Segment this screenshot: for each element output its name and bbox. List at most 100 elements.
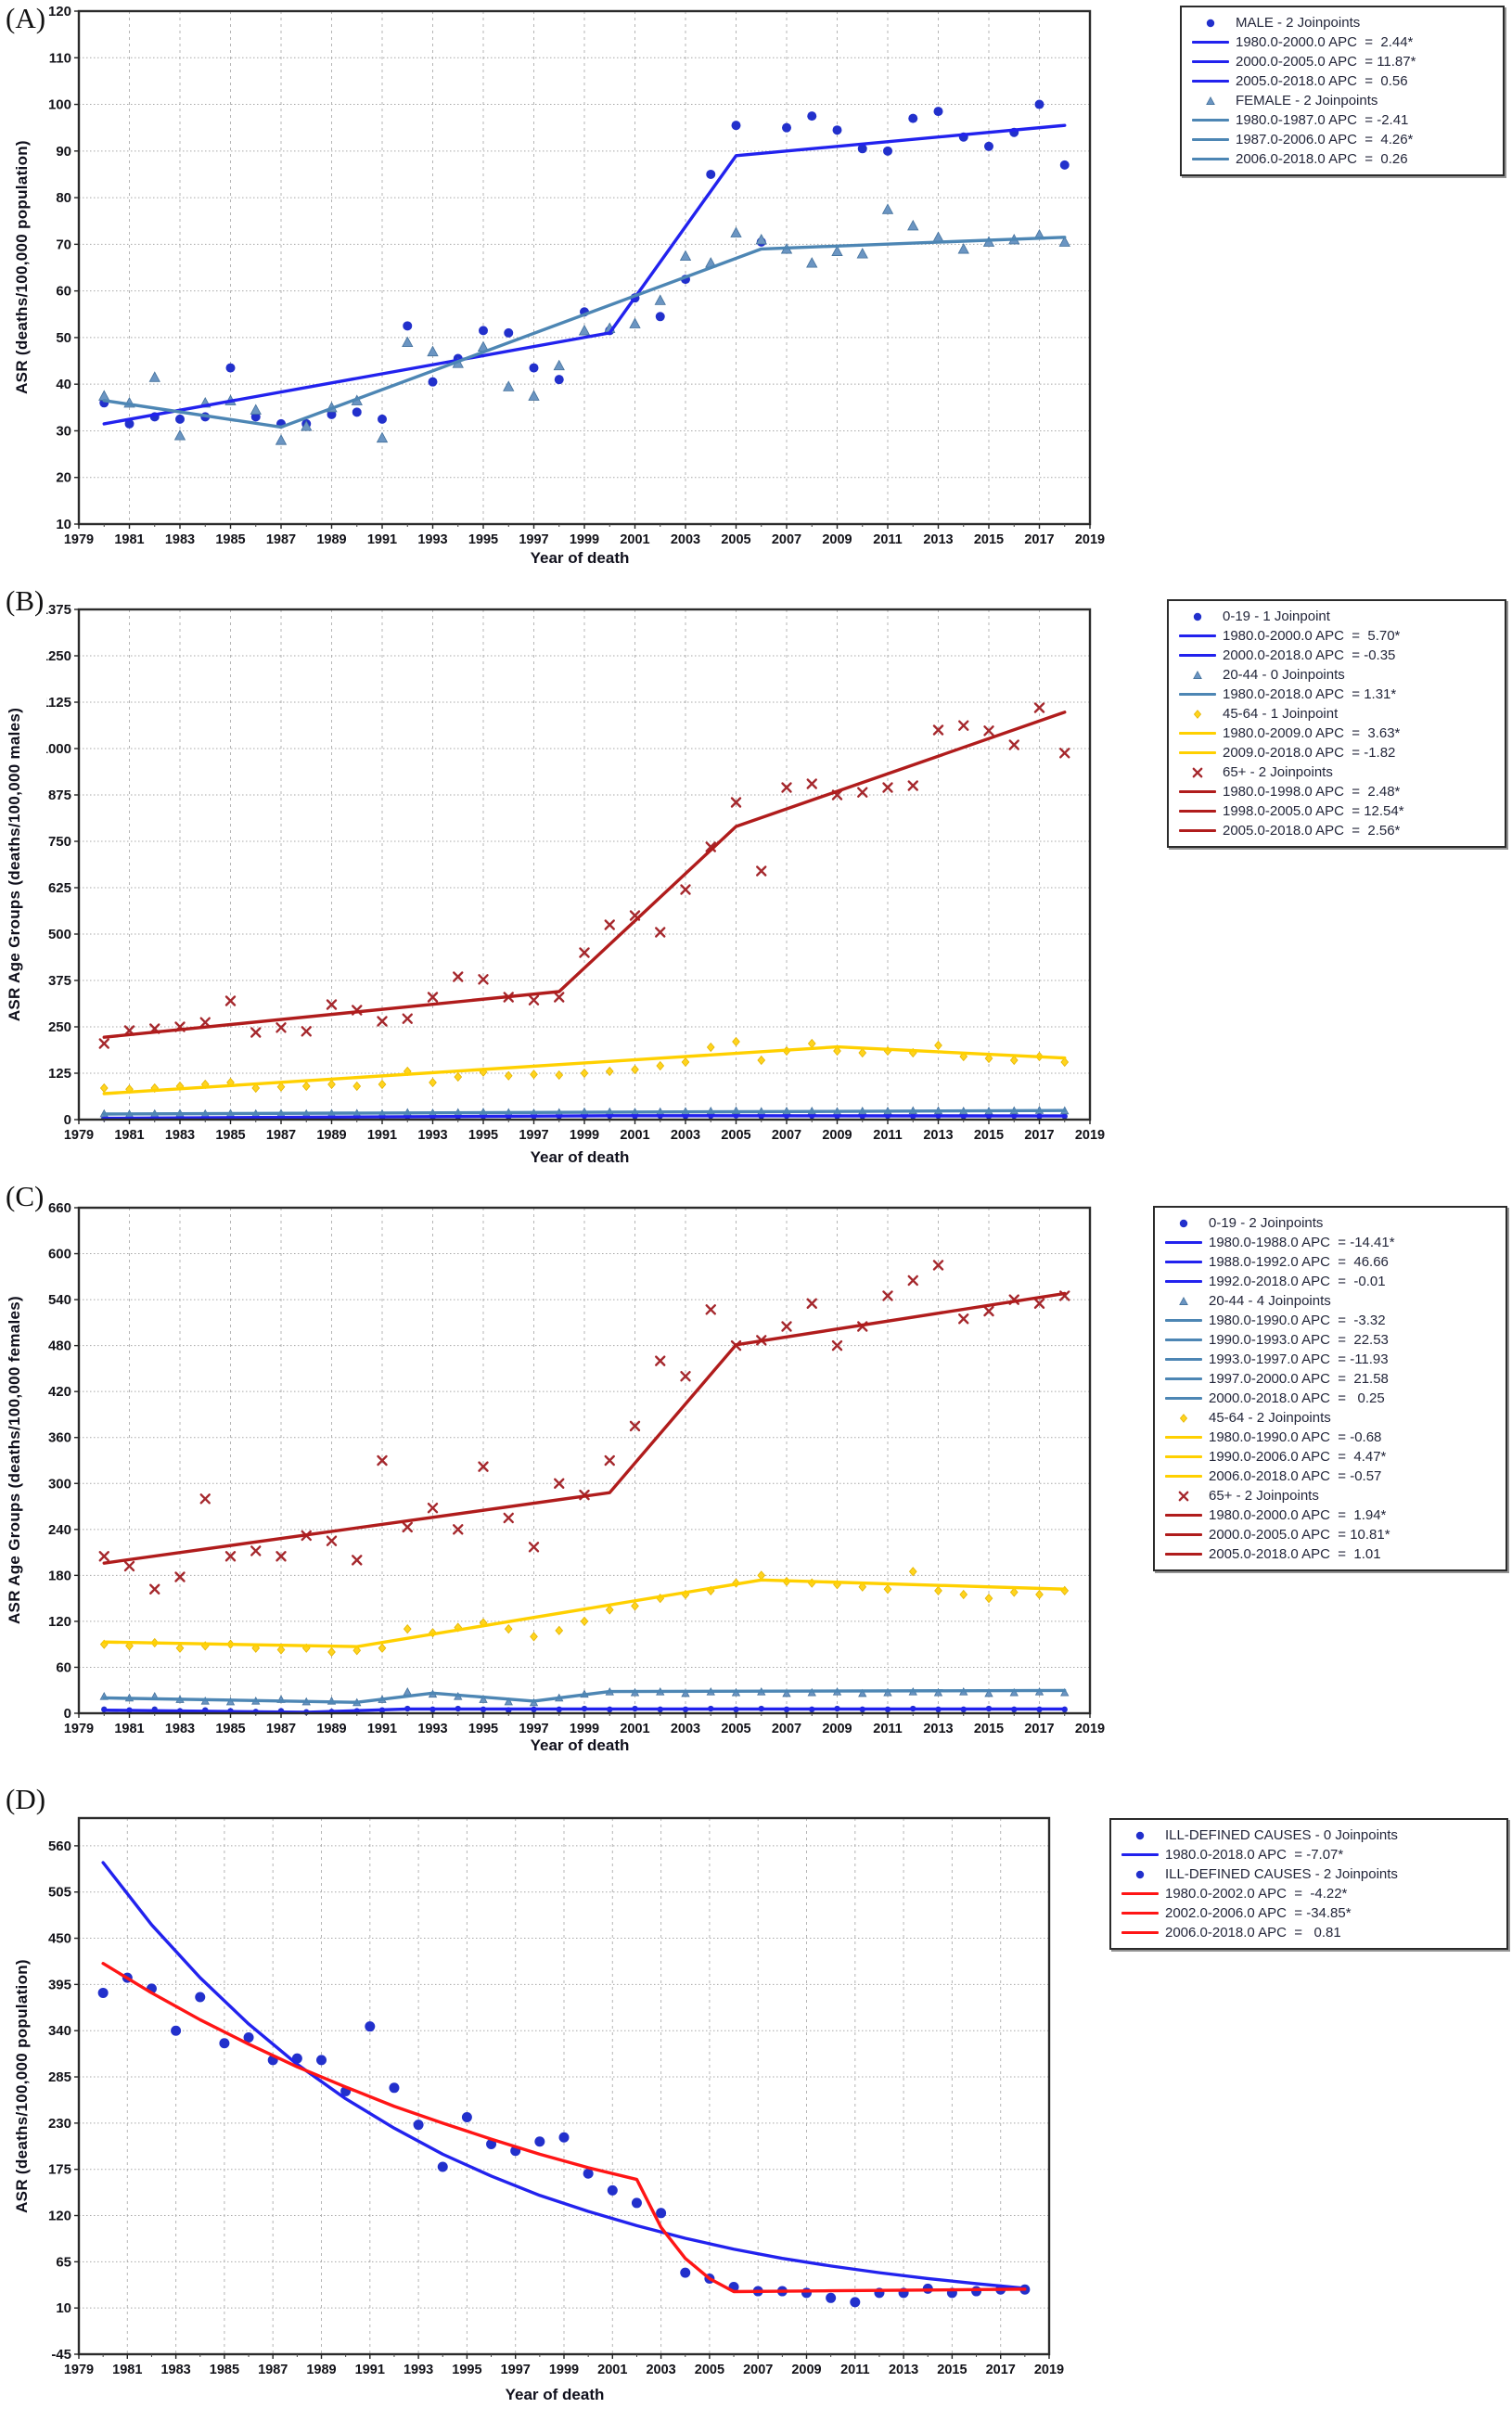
legend-key: [1159, 1490, 1209, 1503]
diamond-marker-icon: [555, 1625, 564, 1635]
legend-series-name-row: 45-64 - 1 Joinpoint: [1172, 704, 1497, 724]
legend-label: 0-19 - 1 Joinpoint: [1223, 608, 1330, 624]
y-tick-label: 70: [56, 237, 71, 252]
xcross-marker-icon: [907, 1275, 918, 1287]
x-tick-label: 1993: [417, 1722, 447, 1736]
legend-label: 1980.0-2018.0 APC = -7.07*: [1165, 1847, 1344, 1863]
diamond-marker-icon: [301, 1081, 311, 1092]
circle-marker-icon: [171, 2025, 182, 2036]
y-tick-label: 340: [48, 2023, 71, 2039]
legend-label: 2000.0-2005.0 APC = 10.81*: [1209, 1527, 1390, 1543]
legend-key: [1185, 158, 1236, 160]
circle-marker-icon: [1135, 1870, 1145, 1878]
y-tick-label: 120: [48, 2209, 71, 2224]
x-tick-label: 1979: [64, 2363, 94, 2377]
legend-label: 1980.0-2000.0 APC = 5.70*: [1223, 628, 1401, 644]
legend-apc-row: 2000.0-2018.0 APC = -0.35: [1172, 646, 1497, 665]
y-tick-label: 50: [56, 330, 71, 346]
circle-marker-icon: [782, 122, 791, 133]
y-tick-label: 80: [56, 190, 71, 206]
x-tick-label: 2001: [620, 532, 649, 547]
legend-series-name-row: 20-44 - 4 Joinpoints: [1159, 1291, 1498, 1311]
circle-marker-icon: [607, 2184, 618, 2196]
triangle-marker-icon: [679, 250, 692, 262]
legend-label: 1992.0-2018.0 APC = -0.01: [1209, 1274, 1386, 1289]
legend-key: [1115, 1868, 1165, 1881]
triangle-marker-icon: [755, 233, 767, 245]
xcross-marker-icon: [958, 720, 969, 731]
circle-marker-icon: [97, 1987, 109, 1998]
circle-marker-icon: [124, 418, 135, 429]
x-tick-label: 1991: [367, 1722, 397, 1736]
trend-lines: [102, 123, 1067, 429]
legend-apc-row: 2005.0-2018.0 APC = 2.56*: [1172, 821, 1497, 840]
trend-line-swatch: [1121, 1892, 1159, 1895]
legend-label: 65+ - 2 Joinpoints: [1223, 764, 1333, 780]
circle-marker-icon: [706, 169, 716, 179]
xcross-marker-icon: [932, 1260, 944, 1271]
trend-line-swatch: [1165, 1475, 1202, 1478]
y-tick-label: 625: [48, 880, 71, 896]
x-tick-label: 1985: [215, 1722, 245, 1736]
diamond-marker-icon: [251, 1643, 261, 1653]
y-tick-label: 90: [56, 144, 71, 160]
diamond-marker-icon: [1193, 709, 1202, 719]
diamond-marker-icon: [530, 1070, 538, 1080]
trend-line-swatch: [1179, 634, 1216, 637]
xcross-marker-icon: [1033, 1298, 1045, 1309]
legend-key: [1159, 1412, 1209, 1425]
panel-a-legend: MALE - 2 Joinpoints 1980.0-2000.0 APC = 2…: [1180, 6, 1505, 176]
series-ill-defined-causes: [97, 1972, 1031, 2308]
legend-label: 1998.0-2005.0 APC = 12.54*: [1223, 803, 1404, 819]
y-tick-label: 60: [56, 1659, 71, 1675]
x-tick-label: 1987: [266, 1722, 296, 1736]
y-tick-label: 110: [49, 50, 71, 66]
legend-apc-row: 2009.0-2018.0 APC = -1.82: [1172, 743, 1497, 762]
xcross-marker-icon: [604, 1454, 615, 1467]
x-tick-label: 2007: [772, 1128, 801, 1143]
panel-a-label: (A): [6, 2, 46, 34]
legend-key: [1159, 1339, 1209, 1341]
legend-key: [1172, 829, 1223, 832]
trend-line-swatch: [1165, 1455, 1202, 1458]
diamond-marker-icon: [631, 1601, 639, 1611]
legend-apc-row: 1980.0-1990.0 APC = -3.32: [1159, 1311, 1498, 1330]
xcross-marker-icon: [453, 971, 464, 982]
legend-label: 45-64 - 1 Joinpoint: [1223, 706, 1339, 722]
x-tick-label: 1979: [64, 532, 94, 547]
legend-apc-row: 1990.0-2006.0 APC = 4.47*: [1159, 1447, 1498, 1467]
x-tick-label: 1983: [165, 1722, 195, 1736]
circle-marker-icon: [1206, 19, 1215, 27]
circle-marker-icon: [908, 113, 918, 123]
legend-label: 1980.0-1988.0 APC = -14.41*: [1209, 1235, 1395, 1250]
triangle-marker-icon: [858, 1688, 867, 1697]
legend-series-name-row: 20-44 - 0 Joinpoints: [1172, 665, 1497, 685]
y-tick-label: 360: [48, 1430, 71, 1446]
y-tick-label: 1250: [46, 648, 71, 664]
triangle-marker-icon: [1206, 96, 1215, 105]
xcross-marker-icon: [275, 1551, 287, 1562]
triangle-marker-icon: [881, 203, 894, 214]
trend-line-swatch: [1192, 41, 1229, 44]
diamond-marker-icon: [833, 1045, 841, 1057]
trend-line-swatch: [1121, 1931, 1159, 1934]
legend-apc-row: 2006.0-2018.0 APC = 0.26: [1185, 149, 1495, 169]
trend-line-ill-defined-causes-2-joinpoint-trend: [101, 1962, 1027, 2294]
y-tick-label: 100: [48, 97, 71, 113]
legend-key: [1185, 119, 1236, 122]
panel-d-legend: ILL-DEFINED CAUSES - 0 Joinpoints 1980.0-…: [1109, 1818, 1508, 1950]
xcross-marker-icon: [680, 1370, 691, 1382]
diamond-marker-icon: [934, 1040, 942, 1051]
trend-line-swatch: [1192, 119, 1229, 122]
series-65-: [98, 702, 1070, 1049]
diamond-marker-icon: [352, 1081, 362, 1092]
x-tick-label: 1995: [452, 2363, 481, 2377]
panel-b-plot-area: 1979 1981 1983 1985 1987 1989 1991 1993 1995 1997…: [46, 602, 1105, 1143]
circle-marker-icon: [558, 2132, 570, 2143]
legend-label: 2000.0-2018.0 APC = -0.35: [1223, 647, 1396, 663]
x-tick-label: 1989: [316, 532, 346, 547]
x-tick-label: 1987: [258, 2363, 288, 2377]
legend-label: 2006.0-2018.0 APC = 0.81: [1165, 1925, 1341, 1941]
axes-ticks: 1979 1981 1983 1985 1987 1989 1991 1993 1995 1997…: [48, 1838, 1064, 2377]
